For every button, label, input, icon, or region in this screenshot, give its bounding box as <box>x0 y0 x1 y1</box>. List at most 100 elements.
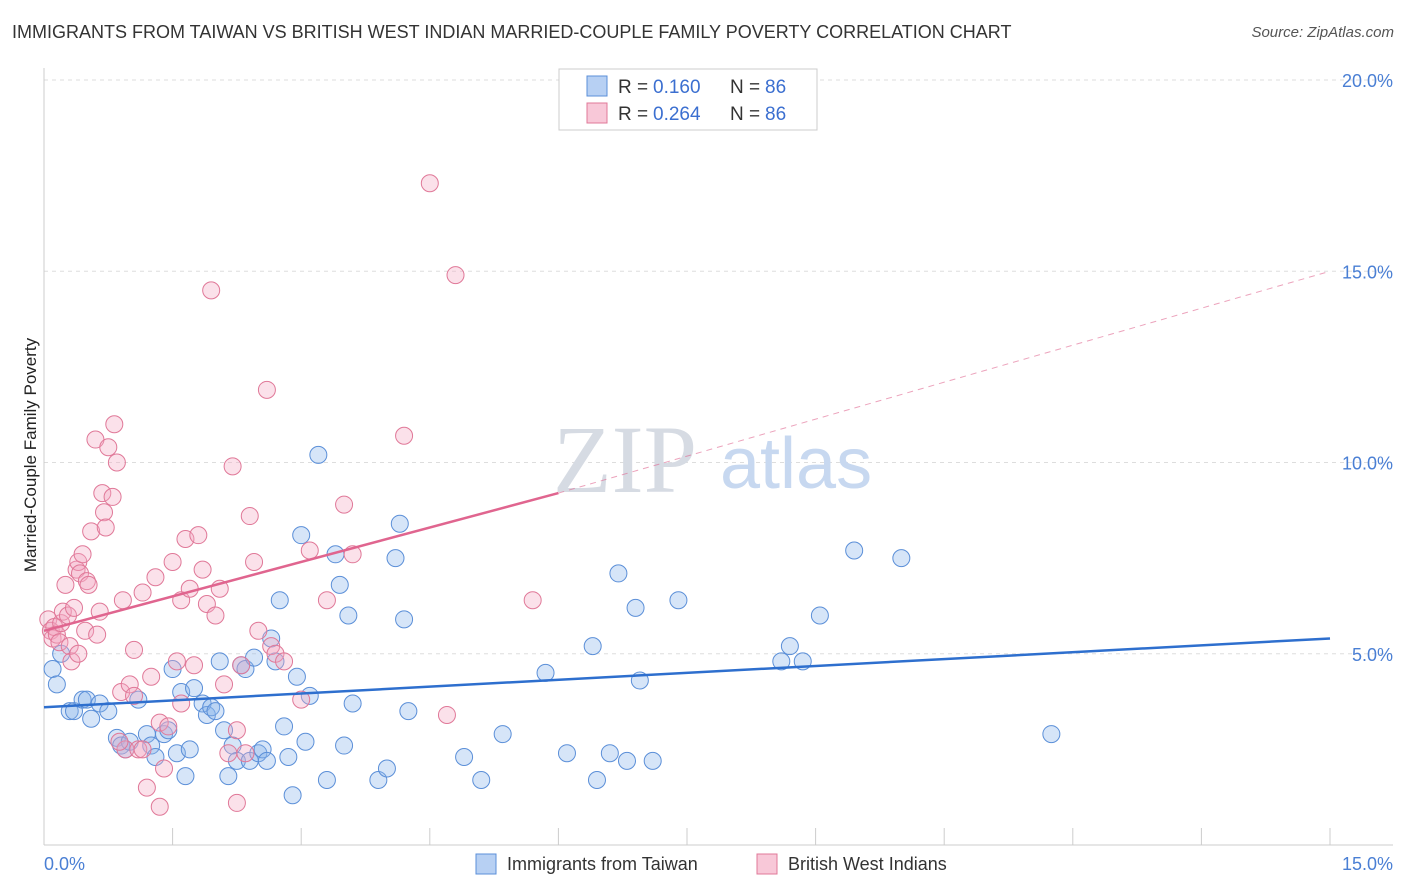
point-taiwan <box>210 652 229 671</box>
point-bwi <box>69 644 88 663</box>
point-taiwan <box>643 751 662 770</box>
point-bwi <box>163 552 182 571</box>
watermark: ZIP atlas <box>553 406 872 513</box>
point-bwi <box>223 457 242 476</box>
point-bwi <box>420 174 439 193</box>
point-taiwan <box>279 748 298 767</box>
legend-r-label-taiwan: R = <box>618 77 648 98</box>
point-bwi <box>232 656 251 675</box>
x-tick-label: 15.0% <box>1342 854 1393 874</box>
point-taiwan <box>292 526 311 545</box>
point-bwi <box>146 568 165 587</box>
point-bwi <box>73 545 92 564</box>
point-bwi <box>446 266 465 285</box>
point-bwi <box>240 507 259 526</box>
legend-n-value-bwi: 86 <box>765 104 786 125</box>
legend-swatch-bwi <box>586 102 608 124</box>
point-bwi <box>167 652 186 671</box>
point-bwi <box>219 744 238 763</box>
point-bwi <box>193 560 212 579</box>
point-taiwan <box>287 667 306 686</box>
point-taiwan <box>215 721 234 740</box>
y-tick-label: 15.0% <box>1342 262 1393 282</box>
point-taiwan <box>47 675 66 694</box>
x-tick-label: 0.0% <box>44 854 85 874</box>
data-points <box>39 174 1061 816</box>
y-tick-label: 10.0% <box>1342 454 1393 474</box>
point-taiwan <box>317 770 336 789</box>
point-bwi <box>245 552 264 571</box>
point-bwi <box>180 579 199 598</box>
point-taiwan <box>176 767 195 786</box>
point-bwi <box>110 732 129 751</box>
point-taiwan <box>536 663 555 682</box>
point-bwi <box>172 694 191 713</box>
point-bwi <box>185 656 204 675</box>
point-taiwan <box>343 694 362 713</box>
y-axis-title: Married-Couple Family Poverty <box>21 337 40 572</box>
point-bwi <box>82 522 101 541</box>
point-taiwan <box>780 637 799 656</box>
legend-r-label-bwi: R = <box>618 104 648 125</box>
point-bwi <box>99 438 118 457</box>
point-taiwan <box>219 767 238 786</box>
point-bwi <box>227 793 246 812</box>
point-bwi <box>65 598 84 617</box>
point-taiwan <box>82 709 101 728</box>
trend-line-taiwan <box>43 637 1331 709</box>
point-bwi <box>437 705 456 724</box>
grid <box>44 79 1393 655</box>
point-taiwan <box>772 652 791 671</box>
point-bwi <box>76 621 95 640</box>
point-bwi <box>56 575 75 594</box>
point-taiwan <box>587 770 606 789</box>
watermark-zip: ZIP <box>553 406 697 513</box>
point-bwi <box>133 583 152 602</box>
point-taiwan <box>669 591 688 610</box>
point-bwi <box>105 415 124 434</box>
point-taiwan <box>309 445 328 464</box>
trend-line-bwi <box>43 491 559 633</box>
point-taiwan <box>892 549 911 568</box>
legend-n-label-taiwan: N = <box>730 77 760 98</box>
point-bwi <box>129 740 148 759</box>
point-taiwan <box>810 606 829 625</box>
point-bwi <box>155 759 174 778</box>
point-taiwan <box>253 740 272 759</box>
point-bwi <box>257 380 276 399</box>
point-bwi <box>395 426 414 445</box>
axes <box>43 68 1393 846</box>
point-bwi <box>227 721 246 740</box>
point-taiwan <box>270 591 289 610</box>
point-bwi <box>142 667 161 686</box>
legend-swatch-taiwan <box>586 75 608 97</box>
point-bwi <box>96 518 115 537</box>
legend-r-value-bwi: 0.264 <box>653 104 701 125</box>
point-bwi <box>335 495 354 514</box>
point-bwi <box>150 797 169 816</box>
point-taiwan <box>206 702 225 721</box>
point-taiwan <box>493 725 512 744</box>
trend-line-bwi-extension <box>558 270 1331 494</box>
point-taiwan <box>257 751 276 770</box>
point-bwi <box>159 717 178 736</box>
bottom-legend-label-bwi: British West Indians <box>788 854 947 874</box>
point-taiwan <box>1042 725 1061 744</box>
point-bwi <box>137 778 156 797</box>
point-bwi <box>300 541 319 560</box>
point-bwi <box>50 633 69 652</box>
point-bwi <box>215 675 234 694</box>
point-bwi <box>202 281 221 300</box>
series-legend: Immigrants from Taiwan British West Indi… <box>475 853 947 875</box>
point-taiwan <box>390 514 409 533</box>
chart-source: Source: ZipAtlas.com <box>1251 24 1394 41</box>
legend-n-value-taiwan: 86 <box>765 77 786 98</box>
trend-lines <box>43 270 1331 709</box>
point-taiwan <box>43 660 62 679</box>
point-bwi <box>236 744 255 763</box>
y-tick-label: 5.0% <box>1352 645 1393 665</box>
point-taiwan <box>626 598 645 617</box>
point-bwi <box>62 652 81 671</box>
point-bwi <box>120 675 139 694</box>
